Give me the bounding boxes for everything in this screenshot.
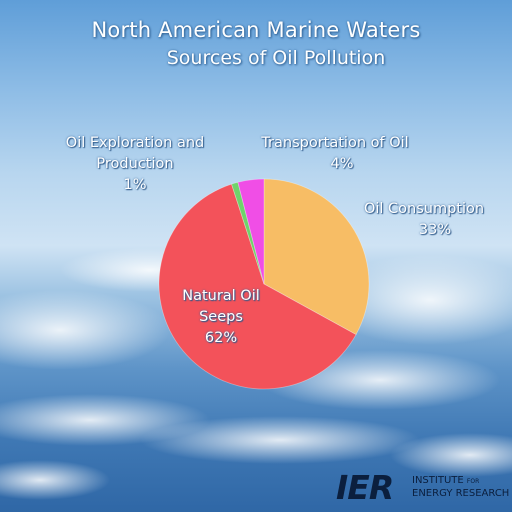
- pie-slice-oil-consumption: [263, 178, 370, 336]
- pie-slice-transportation-of-oil: [237, 178, 265, 285]
- label-oil-exploration-line1: Oil Exploration and: [65, 135, 205, 151]
- label-oil-exploration: Oil Exploration and Production 1%: [55, 133, 215, 196]
- ier-logo-line2: ENERGY RESEARCH: [412, 488, 510, 499]
- label-natural-seeps-line1: Natural Oil: [182, 288, 260, 304]
- ier-logo-line1: INSTITUTE FOR: [412, 475, 479, 488]
- chart-subtitle: Sources of Oil Pollution: [166, 47, 386, 69]
- label-oil-consumption-value: 33%: [418, 222, 452, 238]
- ier-logo-institute: INSTITUTE: [412, 475, 464, 486]
- label-oil-consumption: Oil Consumption 33%: [344, 199, 504, 241]
- label-natural-seeps: Natural Oil Seeps 62%: [166, 286, 276, 349]
- label-transportation-name: Transportation of Oil: [261, 135, 409, 151]
- ier-logo-mark: IER: [336, 468, 394, 507]
- label-oil-exploration-line2: Production: [96, 156, 174, 172]
- pie-slice-natural-oil-seeps: [158, 183, 357, 390]
- label-natural-seeps-line2: Seeps: [199, 309, 243, 325]
- label-transportation-value: 4%: [330, 156, 354, 172]
- label-oil-consumption-name: Oil Consumption: [363, 201, 485, 217]
- pie-slice-oil-exploration-and-production: [231, 181, 265, 285]
- label-natural-seeps-value: 62%: [204, 330, 238, 346]
- label-oil-exploration-value: 1%: [123, 177, 147, 193]
- ier-logo-for: FOR: [466, 478, 480, 485]
- label-transportation: Transportation of Oil 4%: [250, 133, 420, 175]
- ier-logo: IER INSTITUTE FOR ENERGY RESEARCH: [336, 468, 512, 508]
- chart-title: North American Marine Waters: [91, 18, 421, 42]
